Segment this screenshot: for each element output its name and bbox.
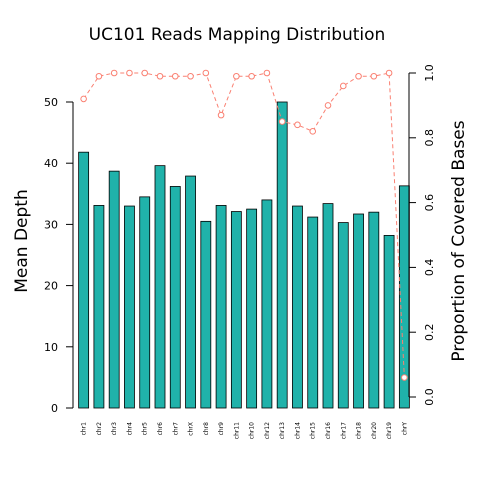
category-label-chr6: chr6: [157, 422, 164, 436]
bar-chr13: [276, 101, 288, 409]
category-label-chr5: chr5: [142, 422, 149, 436]
left-tick-label: 0: [51, 402, 58, 415]
bar-chr18: [353, 213, 364, 409]
right-tick-label: 0.8: [423, 129, 436, 147]
coverage-point-chr5: [141, 69, 149, 77]
right-tick-label: 0.0: [423, 388, 436, 406]
bar-chr19: [383, 235, 395, 409]
bar-chr6: [154, 165, 166, 409]
category-label-chr2: chr2: [96, 422, 103, 436]
bar-chrX: [185, 175, 196, 409]
coverage-point-chr8: [202, 69, 210, 77]
coverage-point-chr6: [156, 72, 164, 80]
bar-group: [78, 101, 410, 409]
coverage-point-chr16: [324, 102, 332, 109]
coverage-point-chr2: [95, 72, 103, 80]
coverage-point-chr10: [248, 72, 255, 80]
coverage-point-chr9: [217, 111, 225, 119]
category-label-chr7: chr7: [172, 422, 179, 436]
y2-axis-label: Proportion of Covered Bases: [449, 120, 469, 361]
right-tick-label: 0.6: [423, 194, 436, 212]
coverage-point-chr1: [80, 95, 87, 103]
category-label-chrX: chrX: [188, 422, 195, 436]
coverage-point-chr12: [263, 69, 271, 77]
coverage-line: [83, 72, 405, 378]
category-labels: chr1 chr2 chr3 chr4 chr5 chr6 chr7 chrX chr8 chr9…: [81, 422, 409, 440]
line-group: [80, 69, 408, 381]
right-tick-label: 1.0: [423, 64, 436, 82]
category-label-chr15: chr15: [310, 422, 317, 439]
category-label-chr20: chr20: [371, 422, 378, 439]
coverage-point-chr7: [171, 72, 179, 80]
category-label-chr13: chr13: [279, 422, 286, 439]
coverage-point-chr18: [355, 72, 362, 80]
coverage-point-chr15: [309, 128, 317, 135]
bar-chr4: [124, 205, 135, 409]
bar-chr14: [292, 205, 303, 409]
category-label-chr16: chr16: [325, 422, 332, 439]
category-label-chrY: chrY: [401, 422, 408, 436]
bar-chr3: [108, 170, 120, 409]
bar-chr16: [322, 203, 334, 409]
bar-chr20: [368, 211, 380, 409]
coverage-point-chr19: [385, 69, 393, 77]
bar-chr15: [307, 216, 319, 409]
bar-chr12: [261, 199, 273, 409]
coverage-point-chr13: [278, 118, 286, 125]
category-label-chr10: chr10: [249, 422, 256, 439]
bar-chr10: [246, 208, 258, 409]
category-label-chr9: chr9: [218, 422, 225, 436]
bar-chr5: [139, 196, 151, 409]
category-label-chr12: chr12: [264, 422, 271, 439]
category-label-chr14: chr14: [294, 422, 301, 439]
category-label-chr11: chr11: [233, 422, 240, 439]
coverage-point-chr4: [126, 69, 133, 77]
left-tick-label: 30: [44, 218, 58, 231]
bar-chr11: [230, 211, 242, 409]
chart-title: UC101 Reads Mapping Distribution: [89, 25, 386, 45]
category-label-chr3: chr3: [111, 422, 118, 436]
right-tick-label: 0.4: [423, 259, 436, 277]
coverage-point-chrX: [187, 72, 194, 80]
bar-chr9: [215, 205, 227, 409]
category-label-chr17: chr17: [340, 422, 347, 439]
category-label-chr18: chr18: [356, 422, 363, 439]
coverage-point-chr3: [110, 69, 118, 77]
bar-chr8: [200, 220, 212, 409]
coverage-point-chr14: [294, 121, 301, 129]
bar-chr7: [169, 186, 181, 409]
category-label-chr1: chr1: [81, 422, 88, 436]
coverage-point-chr17: [339, 82, 347, 90]
left-tick-label: 50: [44, 96, 58, 109]
bar-chr17: [337, 222, 349, 409]
right-axis: 0.0 0.2 0.4 0.6 0.8 1.0: [408, 64, 436, 406]
left-tick-label: 10: [44, 341, 58, 354]
left-tick-label: 40: [44, 157, 58, 170]
right-tick-label: 0.2: [423, 323, 436, 341]
coverage-point-chr11: [233, 72, 240, 80]
y-axis-label: Mean Depth: [12, 189, 32, 293]
category-label-chr8: chr8: [203, 422, 210, 436]
coverage-point-chr20: [370, 72, 378, 80]
left-axis: 0 10 20 30 40 50: [44, 96, 74, 415]
bar-chr1: [78, 151, 90, 409]
left-tick-label: 20: [44, 280, 58, 293]
bar-chr2: [93, 205, 105, 409]
category-label-chr19: chr19: [386, 422, 393, 439]
category-label-chr4: chr4: [126, 422, 133, 436]
coverage-point-chrY: [401, 374, 408, 381]
